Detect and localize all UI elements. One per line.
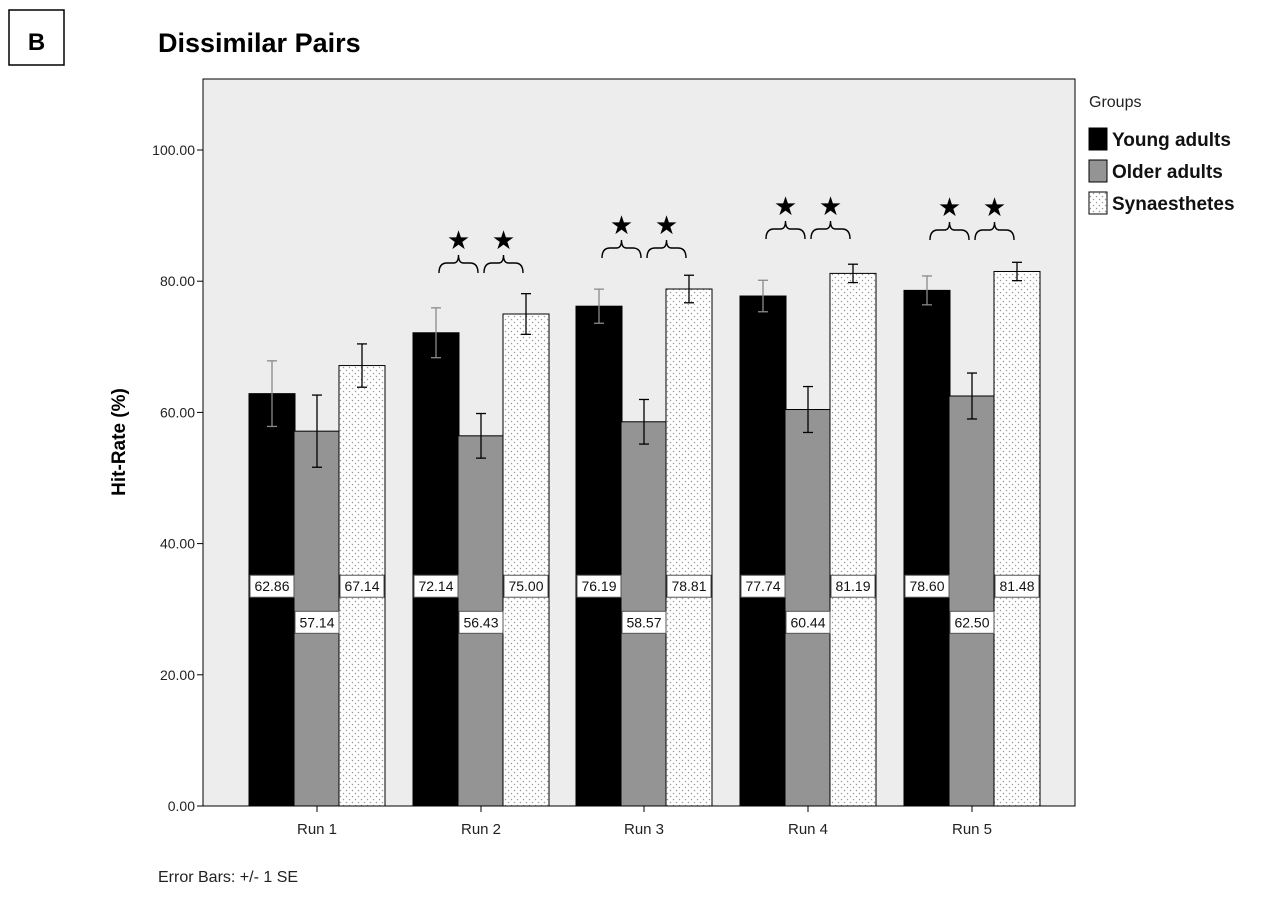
chart-title: Dissimilar Pairs <box>158 28 361 58</box>
significance-star: ★ <box>938 192 961 222</box>
significance-group: ★ ★ ★ ★ ★ ★ ★ ★ <box>438 191 1015 274</box>
legend-swatch <box>1088 159 1108 183</box>
value-label-box <box>740 574 786 598</box>
value-label: 77.74 <box>745 578 780 594</box>
value-label: 78.60 <box>909 578 944 594</box>
y-axis-label: Hit-Rate (%) <box>109 388 130 496</box>
legend-swatch <box>1088 127 1108 151</box>
bar <box>784 409 832 807</box>
value-label-box <box>666 574 712 598</box>
y-tick-label: 60.00 <box>160 404 195 420</box>
panel-label: B <box>28 29 45 56</box>
value-label: 56.43 <box>463 614 498 630</box>
bar <box>502 313 550 807</box>
x-tick-label: Run 4 <box>788 821 828 838</box>
y-tick-label: 0.00 <box>168 798 195 814</box>
bar <box>993 270 1041 807</box>
y-tick-label: 100.00 <box>152 142 195 158</box>
legend-item-label: Synaesthetes <box>1112 194 1235 215</box>
significance-brace <box>974 221 1015 241</box>
legend-item-label: Older adults <box>1112 162 1223 183</box>
x-axis: Run 1 Run 2 Run 3 Run 4 Run 5 <box>297 806 992 838</box>
value-label: 81.19 <box>835 578 870 594</box>
value-label: 72.14 <box>418 578 453 594</box>
significance-brace <box>929 221 970 241</box>
x-tick-label: Run 3 <box>624 821 664 838</box>
legend-swatch <box>1088 191 1108 215</box>
significance-brace <box>810 220 851 240</box>
value-label-box <box>576 574 622 598</box>
bar <box>739 295 787 807</box>
y-tick-label: 40.00 <box>160 536 195 552</box>
legend-title: Groups <box>1089 94 1141 111</box>
significance-star: ★ <box>492 225 515 255</box>
bar <box>903 289 951 807</box>
value-label-box <box>339 574 385 598</box>
significance-brace <box>646 239 687 259</box>
value-label: 76.19 <box>581 578 616 594</box>
value-label-box <box>413 574 459 598</box>
value-label: 75.00 <box>508 578 543 594</box>
significance-star: ★ <box>774 191 797 221</box>
bar <box>948 395 996 807</box>
value-label-box <box>503 574 549 598</box>
bars-group <box>248 270 1041 807</box>
x-tick-label: Run 1 <box>297 821 337 838</box>
bar <box>412 332 460 807</box>
value-label: 81.48 <box>999 578 1034 594</box>
value-label-box <box>949 610 995 634</box>
significance-brace <box>483 254 524 274</box>
significance-star: ★ <box>655 210 678 240</box>
value-label-box <box>785 610 831 634</box>
value-label: 57.14 <box>299 614 334 630</box>
significance-star: ★ <box>447 225 470 255</box>
significance-brace <box>765 220 806 240</box>
bar <box>829 272 877 807</box>
value-label-box <box>830 574 876 598</box>
value-label: 67.14 <box>344 578 379 594</box>
legend: Groups Young adults Older adults Synaesthe… <box>1088 94 1235 215</box>
y-tick-label: 80.00 <box>160 273 195 289</box>
bar <box>248 393 296 807</box>
value-label-box <box>249 574 295 598</box>
footnote: Error Bars: +/- 1 SE <box>158 869 298 886</box>
value-label-box <box>904 574 950 598</box>
significance-brace <box>438 254 479 274</box>
significance-star: ★ <box>819 191 842 221</box>
value-label-box <box>294 610 340 634</box>
y-axis: 0.00 20.00 40.00 60.00 80.00 100.00 <box>152 142 203 814</box>
value-label: 62.86 <box>254 578 289 594</box>
value-label-box <box>458 610 504 634</box>
value-label: 60.44 <box>790 614 825 630</box>
bar <box>575 305 623 807</box>
x-tick-label: Run 2 <box>461 821 501 838</box>
value-label: 58.57 <box>626 614 661 630</box>
significance-star: ★ <box>610 210 633 240</box>
significance-brace <box>601 239 642 259</box>
value-label-box <box>621 610 667 634</box>
bar <box>665 288 713 807</box>
panel-label-box <box>8 9 65 66</box>
x-tick-label: Run 5 <box>952 821 992 838</box>
legend-item-label: Young adults <box>1112 130 1231 151</box>
value-label-box <box>994 574 1040 598</box>
error-bars-group <box>267 261 1022 468</box>
value-labels-group: 62.86 57.14 67.14 72.14 56.43 75.00 76.19 58.57… <box>249 574 1040 634</box>
significance-star: ★ <box>983 192 1006 222</box>
y-tick-label: 20.00 <box>160 667 195 683</box>
value-label: 62.50 <box>954 614 989 630</box>
value-label: 78.81 <box>671 578 706 594</box>
